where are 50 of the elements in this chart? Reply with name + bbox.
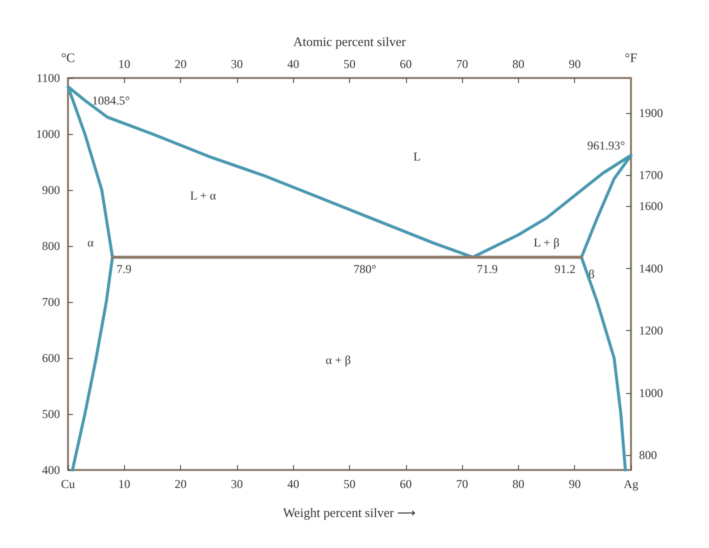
y2-tick-label: 1000 [639,386,663,400]
annotation: 780° [354,262,376,276]
x-tick-label: 80 [512,477,524,491]
x2-tick-label: 60 [400,57,412,71]
y-tick-label: 1000 [36,127,60,141]
y-tick-label: 1100 [36,71,60,85]
y2-tick-label: 1400 [639,261,663,276]
y-axis-title: °C [61,50,75,65]
annotation: 1084.5° [92,94,130,108]
y-tick-label: 400 [42,463,60,477]
y2-axis-title: °F [624,50,638,65]
x-tick-label: 90 [568,477,581,491]
annotation: L [413,149,421,164]
annotation: α [87,236,94,250]
x2-tick-label: 20 [174,57,187,71]
y-tick-label: 700 [42,295,60,309]
annotation: 961.93° [587,138,626,152]
y2-tick-label: 1700 [639,168,663,182]
y2-tick-label: 1200 [639,324,663,338]
x2-tick-label: 30 [230,57,243,71]
y2-tick-label: 1900 [639,106,663,120]
x2-axis-title: Atomic percent silver [293,34,406,49]
y-tick-label: 900 [42,183,60,197]
annotation: L + β [534,236,560,250]
x-tick-label: 70 [456,477,468,491]
y-tick-label: 500 [42,407,60,421]
x-axis-title: Weight percent silver ⟶ [282,505,416,520]
x-tick-label: 50 [344,477,356,491]
x-tick-label: 40 [287,477,300,491]
annotation: 7.9 [116,262,132,276]
x2-tick-label: 40 [287,57,300,71]
y-tick-label: 800 [42,239,60,253]
x-tick-label: 30 [230,477,243,491]
x-tick-label: Ag [624,477,638,491]
x-tick-label: 10 [118,477,130,491]
annotation: 91.2 [554,262,576,276]
x-tick-label: 60 [400,477,412,491]
annotation: L + α [190,188,217,203]
x2-tick-label: 70 [456,57,468,71]
x-tick-label: 20 [174,477,187,491]
annotation: α + β [326,353,351,368]
x2-tick-label: 50 [344,57,356,71]
y-tick-label: 600 [42,351,60,365]
x-tick-label: Cu [60,477,76,491]
y2-tick-label: 800 [639,448,657,462]
annotation: 71.9 [476,262,498,276]
x2-tick-label: 80 [512,57,524,71]
x2-tick-label: 90 [568,57,581,71]
y2-tick-label: 1600 [639,199,663,214]
x2-tick-label: 10 [118,57,130,71]
